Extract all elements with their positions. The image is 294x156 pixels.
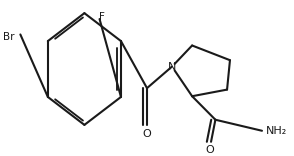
Text: NH₂: NH₂ [265, 126, 287, 136]
Text: O: O [143, 129, 151, 139]
Text: N: N [168, 62, 176, 72]
Text: F: F [99, 12, 105, 22]
Text: Br: Br [3, 32, 14, 42]
Text: O: O [205, 145, 214, 155]
